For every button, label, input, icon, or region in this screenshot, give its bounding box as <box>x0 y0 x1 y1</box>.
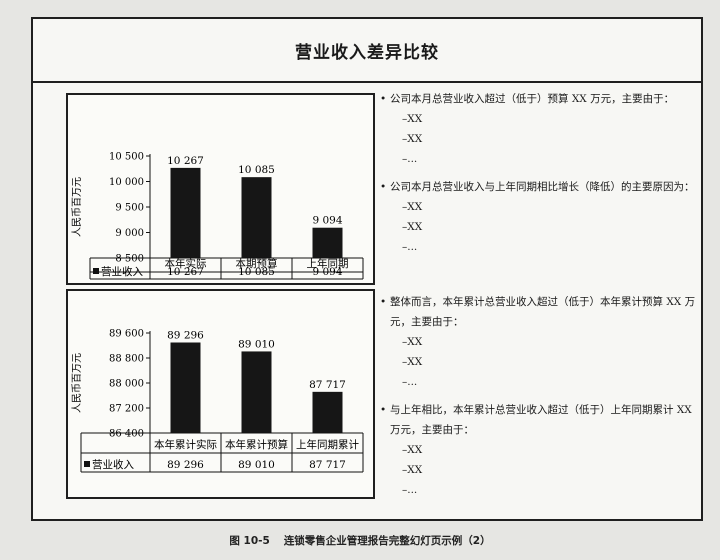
figure-caption: 图 10-5 连锁零售企业管理报告完整幻灯页示例（2） <box>0 533 720 548</box>
bullet-text: 公司本月总营业收入与上年同期相比增长（降低）的主要原因为： <box>390 181 695 193</box>
bullet-dot-icon: • <box>380 404 387 416</box>
slide-title: 营业收入差异比较 <box>33 19 701 83</box>
y-tick-label: 87 200 <box>109 404 144 415</box>
table-value: 10 267 <box>167 266 204 278</box>
bullet-text: 与上年相比，本年累计总营业收入超过（低于）上年同期累计 XX 万元，主要由于： <box>390 404 692 436</box>
bullet-sub-item: –XX <box>402 113 423 125</box>
bullet-dot-icon: • <box>380 93 387 105</box>
category-label: 本期预算 <box>236 257 278 270</box>
y-tick-label: 88 800 <box>109 354 144 365</box>
table-value: 9 094 <box>312 266 342 278</box>
bullet-sub-item: –XX <box>402 444 423 456</box>
category-label: 上年同期 <box>307 257 349 270</box>
bullet-sub-item: –... <box>402 376 418 388</box>
chart-ytd: 人民币百万元 89 600 88 800 88 000 87 200 86 400 89 2… <box>66 289 375 499</box>
bar-value-label: 10 267 <box>167 155 204 167</box>
bar <box>312 391 343 433</box>
figure-caption-text: 连锁零售企业管理报告完整幻灯页示例（2） <box>283 535 491 547</box>
bullet-sub-item: –... <box>402 484 418 496</box>
bar <box>170 342 201 433</box>
chart-ytd-svg: 人民币百万元 89 600 88 800 88 000 87 200 86 400 89 2… <box>71 329 364 473</box>
table-value: 89 296 <box>167 459 204 471</box>
y-tick-label: 9 000 <box>115 228 144 239</box>
legend-key-icon <box>84 461 90 467</box>
bullet-text: 公司本月总营业收入超过（低于）预算 XX 万元，主要由于： <box>390 93 675 105</box>
bullet-sub-item: –... <box>402 153 418 165</box>
bullets-bottom: • 整体而言，本年累计总营业收入超过（低于）本年累计预算 XX 万元，主要由于： –… <box>380 292 696 500</box>
bullets-top: • 公司本月总营业收入超过（低于）预算 XX 万元，主要由于： –XX –XX –...… <box>380 89 696 257</box>
category-label: 本年累计实际 <box>154 438 217 451</box>
bullet-item: • 公司本月总营业收入与上年同期相比增长（降低）的主要原因为： <box>380 177 696 197</box>
bar <box>241 351 272 433</box>
y-tick-label: 89 600 <box>109 329 144 340</box>
category-label: 本年累计预算 <box>225 438 288 451</box>
y-tick-label: 86 400 <box>109 429 144 440</box>
chart-monthly: 人民币百万元 10 500 10 000 9 500 9 000 8 500 10 267 1… <box>66 93 375 285</box>
table-value: 87 717 <box>309 459 346 471</box>
slide: 营业收入差异比较 人民币百万元 10 500 10 000 9 500 9 000 8 5… <box>31 17 703 521</box>
bar-value-label: 89 010 <box>238 338 275 350</box>
bullet-dot-icon: • <box>380 296 387 308</box>
bar <box>312 227 343 258</box>
figure-number: 图 10-5 <box>229 535 270 547</box>
bullet-item: • 与上年相比，本年累计总营业收入超过（低于）上年同期累计 XX 万元，主要由于： <box>380 400 696 440</box>
bullet-sub-item: –XX <box>402 201 423 213</box>
bullet-sub-item: –XX <box>402 336 423 348</box>
bullet-text: 整体而言，本年累计总营业收入超过（低于）本年累计预算 XX 万元，主要由于： <box>390 296 696 328</box>
y-tick-label: 9 500 <box>115 203 144 214</box>
bullet-sub-item: –XX <box>402 356 423 368</box>
y-tick-label: 88 000 <box>109 379 144 390</box>
bullet-sub-item: –XX <box>402 464 423 476</box>
bar-value-label: 9 094 <box>312 215 342 227</box>
y-axis-label: 人民币百万元 <box>71 177 83 237</box>
table-value: 10 085 <box>238 266 275 278</box>
category-label: 本年实际 <box>165 257 207 270</box>
y-tick-label: 10 000 <box>109 177 144 188</box>
legend-key-icon <box>93 268 99 274</box>
table-value: 89 010 <box>238 459 275 471</box>
bullet-item: • 整体而言，本年累计总营业收入超过（低于）本年累计预算 XX 万元，主要由于： <box>380 292 696 332</box>
bar <box>241 177 272 258</box>
chart-monthly-svg: 人民币百万元 10 500 10 000 9 500 9 000 8 500 10 267 1… <box>71 152 364 280</box>
bar-value-label: 87 717 <box>309 379 346 391</box>
y-axis-label: 人民币百万元 <box>71 353 83 413</box>
category-label: 上年同期累计 <box>296 438 359 451</box>
bar-value-label: 10 085 <box>238 164 275 176</box>
series-label: 营业收入 <box>92 458 134 471</box>
y-tick-label: 8 500 <box>115 254 144 265</box>
bullet-dot-icon: • <box>380 181 387 193</box>
y-tick-label: 10 500 <box>109 152 144 163</box>
bar <box>170 167 201 258</box>
bullet-sub-item: –XX <box>402 221 423 233</box>
series-label: 营业收入 <box>101 265 143 278</box>
bullet-item: • 公司本月总营业收入超过（低于）预算 XX 万元，主要由于： <box>380 89 696 109</box>
bullet-sub-item: –... <box>402 241 418 253</box>
bar-value-label: 89 296 <box>167 330 204 342</box>
bullet-sub-item: –XX <box>402 133 423 145</box>
